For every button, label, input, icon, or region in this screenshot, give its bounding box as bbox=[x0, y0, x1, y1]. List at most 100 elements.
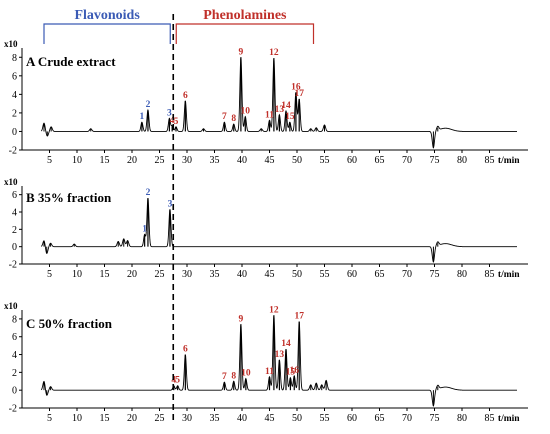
x-tick-label: 20 bbox=[127, 269, 137, 280]
peak-label-13: 13 bbox=[275, 350, 285, 360]
x-tick-label: 45 bbox=[265, 155, 275, 166]
x-tick-label: 85 bbox=[485, 269, 495, 280]
x-tick-label: 70 bbox=[402, 269, 412, 280]
peak-label-3: 3 bbox=[168, 199, 173, 209]
x-unit-label: t/min bbox=[498, 270, 520, 280]
x-tick-label: 85 bbox=[485, 413, 495, 424]
x-tick-label: 65 bbox=[375, 155, 385, 166]
x-tick-label: 60 bbox=[347, 413, 357, 424]
peak-label-1: 1 bbox=[142, 225, 147, 235]
y-scale-label: x10 bbox=[4, 177, 18, 187]
x-tick-label: 25 bbox=[155, 413, 165, 424]
y-tick-label: 6 bbox=[12, 190, 17, 201]
x-tick-label: 50 bbox=[292, 413, 302, 424]
x-tick-label: 45 bbox=[265, 413, 275, 424]
x-tick-label: 10 bbox=[72, 413, 82, 424]
phenolamines-label: Phenolamines bbox=[203, 8, 287, 23]
peak-label-6: 6 bbox=[183, 345, 188, 355]
y-tick-label: 0 bbox=[12, 242, 17, 253]
x-tick-label: 75 bbox=[430, 269, 440, 280]
group-header: Flavonoids Phenolamines bbox=[43, 8, 315, 44]
peak-label-3: 3 bbox=[167, 108, 172, 118]
x-tick-label: 15 bbox=[100, 413, 110, 424]
y-tick-label: -2 bbox=[9, 404, 17, 415]
y-tick-label: -2 bbox=[9, 260, 17, 271]
flavonoids-bracket bbox=[43, 23, 171, 44]
y-tick-label: 2 bbox=[12, 368, 17, 379]
x-tick-label: 60 bbox=[347, 269, 357, 280]
peak-label-12: 12 bbox=[269, 305, 279, 315]
y-tick-label: 2 bbox=[12, 108, 17, 119]
peak-label-10: 10 bbox=[241, 369, 251, 379]
x-tick-label: 30 bbox=[182, 155, 192, 166]
flavonoids-label: Flavonoids bbox=[74, 8, 140, 23]
peak-label-2: 2 bbox=[146, 100, 151, 110]
x-tick-label: 15 bbox=[100, 155, 110, 166]
y-tick-label: 6 bbox=[12, 71, 17, 82]
x-tick-label: 5 bbox=[47, 269, 52, 280]
x-tick-label: 30 bbox=[182, 413, 192, 424]
peak-label-1: 1 bbox=[140, 112, 145, 122]
peak-label-13: 13 bbox=[275, 105, 285, 115]
chromatogram-trace bbox=[40, 57, 517, 149]
y-scale-label: x10 bbox=[4, 301, 18, 311]
x-tick-label: 60 bbox=[347, 155, 357, 166]
x-tick-label: 55 bbox=[320, 155, 330, 166]
x-tick-label: 65 bbox=[375, 413, 385, 424]
panel-title: C 50% fraction bbox=[26, 316, 113, 331]
x-tick-label: 80 bbox=[457, 155, 467, 166]
x-tick-label: 65 bbox=[375, 269, 385, 280]
x-tick-label: 10 bbox=[72, 155, 82, 166]
x-tick-label: 5 bbox=[47, 155, 52, 166]
x-tick-label: 35 bbox=[210, 155, 220, 166]
peak-label-4: 4 bbox=[170, 116, 175, 126]
x-tick-label: 75 bbox=[430, 413, 440, 424]
panel-title: B 35% fraction bbox=[26, 190, 112, 205]
y-tick-label: 4 bbox=[12, 350, 17, 361]
x-tick-label: 25 bbox=[155, 155, 165, 166]
y-tick-label: 8 bbox=[12, 53, 17, 64]
x-tick-label: 75 bbox=[430, 155, 440, 166]
peak-label-5: 5 bbox=[174, 117, 179, 127]
x-unit-label: t/min bbox=[498, 414, 520, 424]
x-tick-label: 80 bbox=[457, 269, 467, 280]
peak-label-17: 17 bbox=[294, 89, 304, 99]
y-tick-label: 4 bbox=[12, 90, 17, 101]
y-tick-label: -2 bbox=[9, 146, 17, 157]
x-tick-label: 70 bbox=[402, 413, 412, 424]
peak-label-15: 15 bbox=[285, 112, 295, 122]
peak-label-16: 16 bbox=[290, 366, 300, 376]
x-tick-label: 35 bbox=[210, 413, 220, 424]
y-tick-label: 8 bbox=[12, 314, 17, 325]
peak-label-6: 6 bbox=[183, 91, 188, 101]
x-tick-label: 5 bbox=[47, 413, 52, 424]
peak-label-7: 7 bbox=[222, 372, 227, 382]
x-tick-label: 20 bbox=[127, 155, 137, 166]
y-tick-label: 0 bbox=[12, 386, 17, 397]
x-unit-label: t/min bbox=[498, 156, 520, 166]
x-tick-label: 85 bbox=[485, 155, 495, 166]
x-tick-label: 40 bbox=[237, 155, 247, 166]
peak-label-17: 17 bbox=[294, 312, 304, 322]
panel-title: A Crude extract bbox=[26, 54, 116, 69]
phenolamines-bracket bbox=[175, 23, 315, 44]
peak-label-12: 12 bbox=[269, 48, 279, 58]
peak-label-14: 14 bbox=[281, 101, 291, 111]
x-tick-label: 80 bbox=[457, 413, 467, 424]
peak-label-8: 8 bbox=[231, 114, 236, 124]
peak-label-8: 8 bbox=[231, 371, 236, 381]
x-tick-label: 50 bbox=[292, 155, 302, 166]
y-tick-label: 0 bbox=[12, 127, 17, 138]
peak-label-14: 14 bbox=[281, 339, 291, 349]
peak-label-11: 11 bbox=[265, 367, 274, 377]
peak-label-11: 11 bbox=[265, 110, 274, 120]
peak-label-10: 10 bbox=[241, 107, 251, 117]
y-tick-label: 4 bbox=[12, 208, 17, 219]
x-tick-label: 10 bbox=[72, 269, 82, 280]
peak-label-9: 9 bbox=[239, 314, 244, 324]
x-tick-label: 50 bbox=[292, 269, 302, 280]
